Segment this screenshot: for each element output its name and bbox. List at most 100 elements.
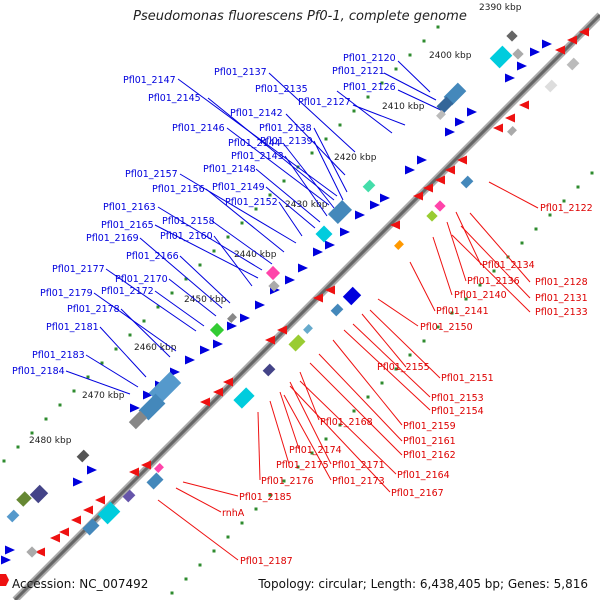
gene-label[interactable]: Pfl01_2171 [332,460,385,471]
gene-label[interactable]: Pfl01_2168 [320,417,373,428]
gene-label[interactable]: Pfl01_2140 [454,290,507,301]
scale-labels: 2390 kbp 2400 kbp 2410 kbp 2420 kbp 2430… [29,3,522,446]
gene-label[interactable]: Pfl01_2158 [162,216,215,227]
gene-label[interactable]: Pfl01_2166 [126,251,179,262]
gene-label[interactable]: Pfl01_2174 [289,445,342,456]
gene-label[interactable]: Pfl01_2181 [46,322,99,333]
tick-dot [226,535,230,539]
tick-dot [590,171,594,175]
gene-label[interactable]: Pfl01_2148 [203,164,256,175]
gene-label[interactable]: Pfl01_2169 [86,233,139,244]
tick-dot [142,319,146,323]
gene-label[interactable]: Pfl01_2137 [214,67,267,78]
tick-dot [184,577,188,581]
gene-label[interactable]: Pfl01_2153 [431,393,484,404]
gene-label[interactable]: Pfl01_2172 [101,286,154,297]
forward-gene-arrow [325,240,335,250]
forward-gene-arrow [1,555,11,565]
gene-label[interactable]: Pfl01_2178 [67,304,120,315]
forward-gene-arrow [517,61,527,71]
tick-dot [212,549,216,553]
forward-gene-arrow [455,117,465,127]
tick-dot [100,361,104,365]
gene-label[interactable]: Pfl01_2144 [228,138,281,149]
gene-label[interactable]: Pfl01_2185 [239,492,292,503]
tick-dot [198,563,202,567]
gene-label[interactable]: Pfl01_2136 [467,276,520,287]
gene-label[interactable]: Pfl01_2179 [40,288,93,299]
gene-block [6,509,20,523]
gene-label[interactable]: Pfl01_2151 [441,373,494,384]
gene-block [268,280,280,292]
gene-label[interactable]: Pfl01_2184 [12,366,65,377]
gene-label[interactable]: Pfl01_2167 [391,488,444,499]
gene-label[interactable]: Pfl01_2154 [431,406,484,417]
gene-label[interactable]: Pfl01_2134 [482,260,535,271]
gene-label[interactable]: Pfl01_2147 [123,75,176,86]
gene-label[interactable]: Pfl01_2131 [535,293,588,304]
gene-label[interactable]: Pfl01_2139 [260,136,313,147]
gene-label[interactable]: Pfl01_2155 [377,362,430,373]
gene-block [327,199,353,225]
gene-label[interactable]: Pfl01_2157 [125,169,178,180]
tick-dot [366,395,370,399]
gene-label[interactable]: Pfl01_2164 [397,470,450,481]
forward-gene-arrow [445,127,455,137]
gene-label[interactable]: Pfl01_2183 [32,350,85,361]
gene-label[interactable]: Pfl01_2149 [212,182,265,193]
gene-block [315,225,333,243]
gene-label[interactable]: Pfl01_2152 [225,197,278,208]
scale-label: 2430 kbp [285,200,328,210]
gene-label[interactable]: Pfl01_2187 [240,556,293,567]
gene-label[interactable]: Pfl01_2143 [231,151,284,162]
tick-dot [534,227,538,231]
reverse-gene-arrow [567,35,577,45]
reverse-gene-arrow [555,45,565,55]
gene-label[interactable]: Pfl01_2176 [261,476,314,487]
gene-label[interactable]: Pfl01_2133 [535,307,588,318]
gene-features[interactable] [1,27,589,565]
gene-label[interactable]: Pfl01_2141 [436,306,489,317]
gene-label[interactable]: Pfl01_2135 [255,84,308,95]
reverse-gene-arrow [493,123,503,133]
reverse-gene-arrow [141,460,151,470]
gene-block [265,265,281,281]
gene-label[interactable]: Pfl01_2127 [298,97,351,108]
gene-label[interactable]: rnhA [222,508,245,519]
gene-block [303,324,313,334]
gene-label[interactable]: Pfl01_2165 [101,220,154,231]
gene-label[interactable]: Pfl01_2120 [343,53,396,64]
gene-label[interactable]: Pfl01_2126 [343,82,396,93]
gene-label[interactable]: Pfl01_2170 [115,274,168,285]
tick-dot [198,263,202,267]
tick-dot [170,591,174,595]
tick-dot [394,67,398,71]
gene-label[interactable]: Pfl01_2177 [52,264,105,275]
gene-label[interactable]: Pfl01_2122 [540,203,593,214]
gene-label[interactable]: Pfl01_2150 [420,322,473,333]
tick-dot [268,493,272,497]
tick-dot [338,123,342,127]
gene-label[interactable]: Pfl01_2128 [535,277,588,288]
gene-label[interactable]: Pfl01_2121 [332,66,385,77]
forward-gene-arrow [313,247,323,257]
gene-label[interactable]: Pfl01_2138 [259,123,312,134]
tick-dot [44,417,48,421]
gene-label[interactable]: Pfl01_2161 [403,436,456,447]
gene-label[interactable]: Pfl01_2142 [230,108,283,119]
gene-label[interactable]: Pfl01_2146 [172,123,225,134]
gene-label[interactable]: Pfl01_2159 [403,421,456,432]
gene-label[interactable]: Pfl01_2162 [403,450,456,461]
reverse-gene-arrow [313,293,323,303]
gene-label[interactable]: Pfl01_2145 [148,93,201,104]
gene-label[interactable]: Pfl01_2175 [276,460,329,471]
gene-label[interactable]: Pfl01_2160 [160,231,213,242]
gene-label[interactable]: Pfl01_2156 [152,184,205,195]
forward-gene-arrow [255,300,265,310]
gene-block [209,322,225,338]
forward-gene-arrow [170,367,180,377]
gene-label[interactable]: Pfl01_2163 [103,202,156,213]
gene-label[interactable]: Pfl01_2173 [332,476,385,487]
tick-dot [128,333,132,337]
